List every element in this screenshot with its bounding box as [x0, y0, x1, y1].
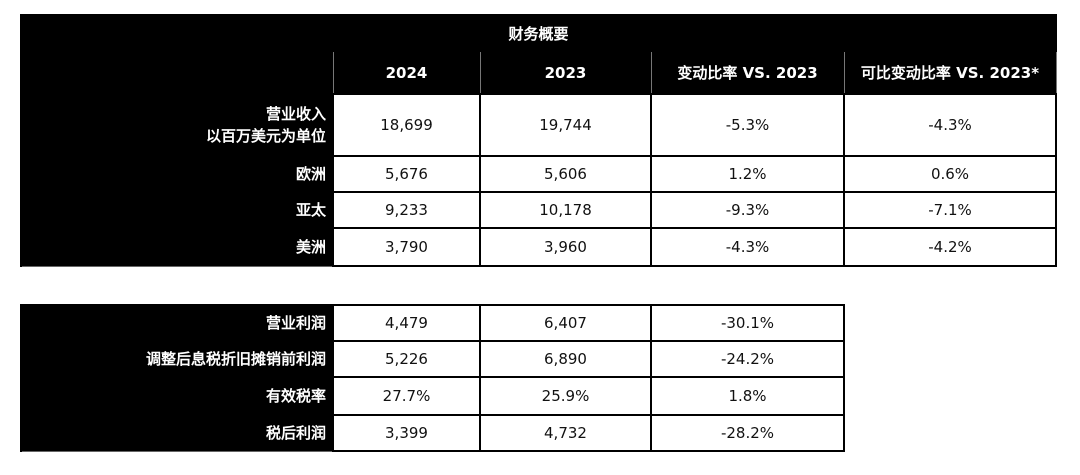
row-label: 税后利润 — [20, 414, 334, 452]
table-cell: 4,479 — [332, 304, 481, 342]
table-cell: 5,606 — [479, 155, 652, 193]
table-row: 欧洲 5,676 5,606 1.2% 0.6% — [20, 155, 1057, 193]
row-label: 营业利润 — [20, 304, 334, 342]
table-cell: -7.1% — [843, 191, 1057, 229]
row-label: 亚太 — [20, 191, 334, 229]
header-2024: 2024 — [332, 50, 481, 95]
table-row: 营业利润 4,479 6,407 -30.1% — [20, 304, 845, 342]
table-cell: 5,226 — [332, 340, 481, 378]
row-label: 调整后息税折旧摊销前利润 — [20, 340, 334, 378]
table-row: 亚太 9,233 10,178 -9.3% -7.1% — [20, 191, 1057, 229]
table-cell: 10,178 — [479, 191, 652, 229]
table-cell: 1.2% — [650, 155, 845, 193]
table-row: 调整后息税折旧摊销前利润 5,226 6,890 -24.2% — [20, 340, 845, 378]
table-row: 税后利润 3,399 4,732 -28.2% — [20, 414, 845, 452]
table-row: 营业收入 以百万美元为单位 18,699 19,744 -5.3% -4.3% — [20, 93, 1057, 157]
table-cell: 9,233 — [332, 191, 481, 229]
table-cell: -9.3% — [650, 191, 845, 229]
row-label: 美洲 — [20, 227, 334, 267]
table-cell: 3,960 — [479, 227, 652, 267]
table-cell: 25.9% — [479, 376, 652, 416]
table-row: 有效税率 27.7% 25.9% 1.8% — [20, 376, 845, 416]
table-cell: -24.2% — [650, 340, 845, 378]
profit-summary-table: 营业利润 4,479 6,407 -30.1% 调整后息税折旧摊销前利润 5,2… — [20, 304, 845, 452]
header-comparable-change-vs-2023: 可比变动比率 VS. 2023* — [843, 50, 1057, 95]
row-sublabel: 以百万美元为单位 — [205, 127, 326, 145]
table-title: 财务概要 — [20, 14, 1057, 52]
table-cell: 1.8% — [650, 376, 845, 416]
table-cell: -30.1% — [650, 304, 845, 342]
table-cell: -5.3% — [650, 93, 845, 157]
table-cell: -4.3% — [843, 93, 1057, 157]
table-cell: -4.3% — [650, 227, 845, 267]
table-cell: -4.2% — [843, 227, 1057, 267]
header-change-vs-2023: 变动比率 VS. 2023 — [650, 50, 845, 95]
table-cell: -28.2% — [650, 414, 845, 452]
table-cell: 18,699 — [332, 93, 481, 157]
table-cell: 3,790 — [332, 227, 481, 267]
header-blank-cell — [20, 50, 334, 95]
table-cell: 19,744 — [479, 93, 652, 157]
financial-summary-table: 财务概要 2024 2023 变动比率 VS. 2023 可比变动比率 VS. … — [20, 14, 1057, 267]
row-label: 欧洲 — [20, 155, 334, 193]
table-cell: 27.7% — [332, 376, 481, 416]
row-label-revenue: 营业收入 以百万美元为单位 — [20, 93, 334, 157]
table-cell: 6,407 — [479, 304, 652, 342]
table-cell: 6,890 — [479, 340, 652, 378]
table-cell: 0.6% — [843, 155, 1057, 193]
table-cell: 3,399 — [332, 414, 481, 452]
table-cell: 5,676 — [332, 155, 481, 193]
header-2023: 2023 — [479, 50, 652, 95]
row-label: 有效税率 — [20, 376, 334, 416]
table-row: 美洲 3,790 3,960 -4.3% -4.2% — [20, 227, 1057, 267]
table-cell: 4,732 — [479, 414, 652, 452]
row-label: 营业收入 — [265, 105, 326, 123]
